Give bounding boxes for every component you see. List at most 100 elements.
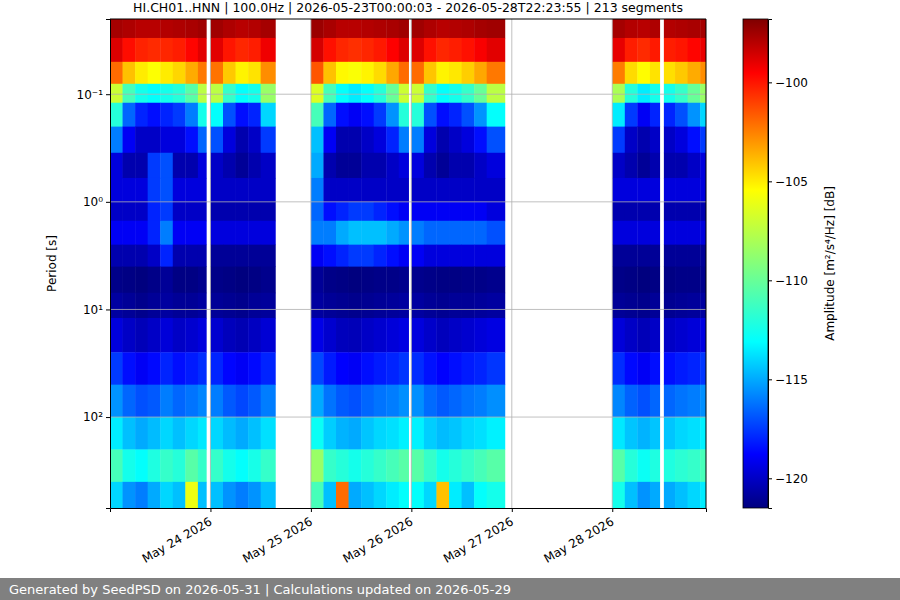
heatmap-cell <box>349 19 362 38</box>
heatmap-cell <box>110 293 123 319</box>
heatmap-cell <box>675 318 688 353</box>
grid-line-y <box>110 201 706 202</box>
heatmap-cell <box>210 352 223 385</box>
heatmap-cell <box>436 178 449 202</box>
heatmap-cell <box>311 245 324 267</box>
heatmap-cell <box>160 482 173 508</box>
heatmap-cell <box>424 385 437 418</box>
heatmap-cell <box>664 318 676 353</box>
heatmap-cell <box>349 318 362 353</box>
heatmap-cell <box>110 202 123 221</box>
heatmap-cell <box>223 62 236 84</box>
heatmap-cell <box>700 127 706 154</box>
heatmap-cell <box>675 84 688 103</box>
colorbar-tick-label: −115 <box>775 373 808 387</box>
heatmap-cell <box>185 127 198 154</box>
heatmap-cell <box>411 19 424 38</box>
heatmap-cell <box>424 449 437 482</box>
heatmap-cell <box>675 103 688 127</box>
heatmap-cell <box>148 127 161 154</box>
heatmap-cell <box>248 153 261 179</box>
heatmap-cell <box>399 127 409 154</box>
heatmap-cell <box>336 482 349 508</box>
heatmap-cell <box>612 221 625 245</box>
heatmap-cell <box>675 221 688 245</box>
grid-line-y <box>110 309 706 310</box>
heatmap-cell <box>323 178 336 202</box>
heatmap-cell <box>261 267 276 294</box>
heatmap-cell <box>123 482 136 508</box>
heatmap-cell <box>675 38 688 62</box>
heatmap-cell <box>236 19 249 38</box>
y-tick: 10² <box>83 410 110 424</box>
heatmap-cell <box>474 482 487 508</box>
heatmap-cell <box>135 267 148 294</box>
heatmap-cell <box>135 221 148 245</box>
heatmap-cell <box>700 84 706 103</box>
heatmap-cell <box>198 19 207 38</box>
heatmap-cell <box>436 19 449 38</box>
heatmap-cell <box>688 352 701 385</box>
heatmap-cell <box>374 221 387 245</box>
heatmap-cell <box>462 449 475 482</box>
heatmap-cell <box>110 482 123 508</box>
heatmap-cell <box>411 202 424 221</box>
y-tick: 10¹ <box>83 303 110 317</box>
heatmap-cell <box>374 267 387 294</box>
heatmap-cell <box>336 38 349 62</box>
heatmap-cell <box>650 38 660 62</box>
heatmap-cell <box>612 293 625 319</box>
heatmap-cell <box>474 352 487 385</box>
heatmap-cell <box>688 62 701 84</box>
heatmap-cell <box>612 178 625 202</box>
heatmap-cell <box>386 178 399 202</box>
heatmap-cell <box>688 267 701 294</box>
heatmap-cell <box>625 385 638 418</box>
heatmap-cell <box>664 221 676 245</box>
heatmap-cell <box>399 38 409 62</box>
heatmap-cell <box>700 62 706 84</box>
heatmap-cell <box>123 178 136 202</box>
heatmap-cells <box>110 19 706 508</box>
heatmap-cell <box>311 202 324 221</box>
heatmap-cell <box>198 449 207 482</box>
y-tick: 10⁰ <box>83 195 110 209</box>
heatmap-cell <box>449 62 462 84</box>
heatmap-cell <box>650 19 660 38</box>
heatmap-cell <box>361 103 374 127</box>
heatmap-cell <box>386 293 399 319</box>
heatmap-cell <box>462 293 475 319</box>
heatmap-cell <box>675 127 688 154</box>
heatmap-cell <box>612 84 625 103</box>
heatmap-cell <box>135 318 148 353</box>
heatmap-cell <box>236 417 249 450</box>
heatmap-cell <box>612 417 625 450</box>
heatmap-cell <box>675 19 688 38</box>
colorbar-tick-mark <box>768 181 772 182</box>
heatmap-cell <box>399 19 409 38</box>
heatmap-cell <box>198 385 207 418</box>
colorbar-tick: −115 <box>768 373 808 387</box>
heatmap-cell <box>323 221 336 245</box>
heatmap-cell <box>323 352 336 385</box>
colorbar-axis: −120−115−110−105−100 <box>768 20 808 509</box>
heatmap-cell <box>110 385 123 418</box>
heatmap-cell <box>223 449 236 482</box>
heatmap-cell <box>160 245 173 267</box>
heatmap-cell <box>462 245 475 267</box>
heatmap-cell <box>664 84 676 103</box>
heatmap-cell <box>173 202 186 221</box>
heatmap-cell <box>311 449 324 482</box>
heatmap-cell <box>650 202 660 221</box>
heatmap-cell <box>449 293 462 319</box>
heatmap-cell <box>261 19 276 38</box>
heatmap-cell <box>223 385 236 418</box>
heatmap-cell <box>474 153 487 179</box>
heatmap-cell <box>236 221 249 245</box>
heatmap-cell <box>399 267 409 294</box>
heatmap-cell <box>399 318 409 353</box>
heatmap-cell <box>173 127 186 154</box>
heatmap-cell <box>449 385 462 418</box>
heatmap-cell <box>185 267 198 294</box>
heatmap-cell <box>148 84 161 103</box>
